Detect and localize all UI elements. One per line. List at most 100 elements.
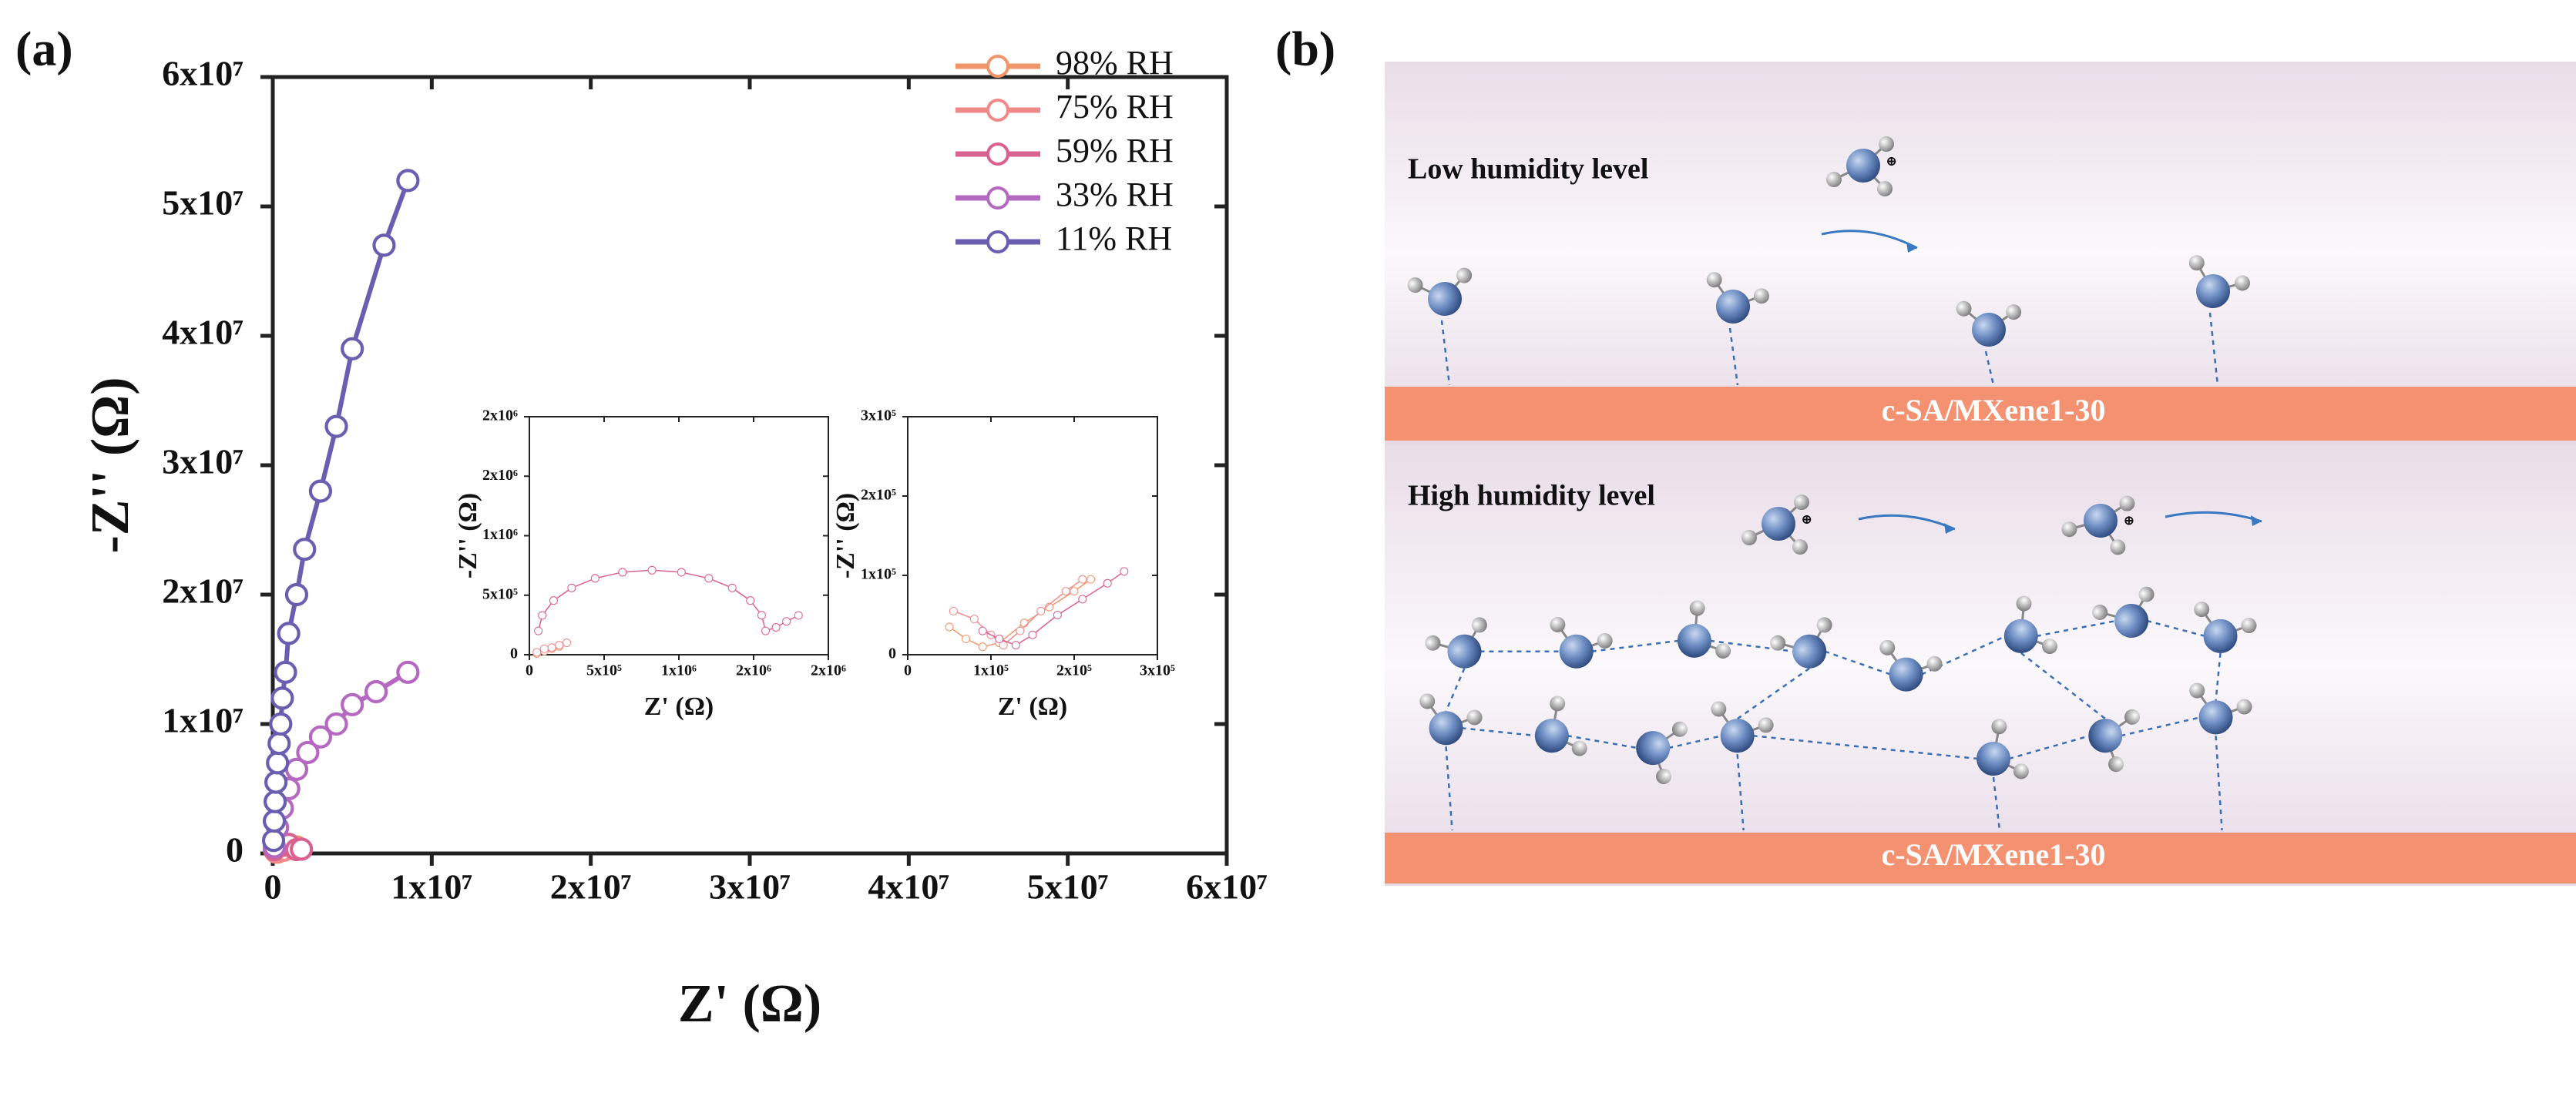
arrow-head	[1944, 523, 1955, 534]
data-point	[1070, 587, 1079, 596]
water	[1711, 701, 1774, 753]
hydrogen	[2006, 304, 2022, 320]
oxygen	[1889, 657, 1923, 692]
data-point	[969, 615, 979, 624]
legend-marker	[986, 99, 1009, 122]
hydrogen-bond	[1445, 668, 1466, 712]
water	[2189, 682, 2252, 735]
substrate	[1385, 387, 2576, 441]
water	[1956, 300, 2022, 347]
x-tick-label: 5x10⁵	[586, 662, 622, 679]
hydrogen	[1816, 617, 1832, 633]
data-point	[534, 626, 543, 635]
oxygen	[1636, 731, 1671, 766]
hydronium: ⊕	[1826, 136, 1896, 196]
ion-charge: ⊕	[1802, 514, 1812, 527]
hydrogen	[1419, 693, 1436, 709]
oxygen	[1762, 507, 1795, 541]
hydrogen-bond	[1440, 320, 1451, 386]
plot: 0 5x10⁵ 1x10⁶ 2x10⁶ 2x10⁶ 0 5x10⁵ 1x10⁶ 2x10⁶ 2x1…	[454, 407, 846, 721]
data-point	[1086, 575, 1096, 584]
hydrogen	[1425, 635, 1441, 651]
data-point	[284, 582, 309, 607]
oxygen	[2114, 603, 2149, 638]
ion-charge: ⊕	[1886, 156, 1896, 169]
data-point	[308, 479, 332, 503]
data-point	[978, 626, 987, 635]
hydrogen	[2013, 763, 2029, 779]
hydrogen	[2241, 618, 2257, 634]
oxygen	[1977, 742, 2010, 776]
data-point	[727, 583, 737, 592]
hydrogen	[2110, 539, 2126, 555]
hydrogen	[1550, 696, 1566, 712]
y-tick-label: 5x10⁷	[162, 183, 243, 223]
data-point	[1120, 567, 1129, 576]
x-tick-label: 1x10⁵	[973, 662, 1009, 679]
substrate-label: c-SA/MXene1-30	[1881, 837, 2105, 872]
data-point	[290, 837, 314, 861]
data-point	[962, 634, 971, 643]
water	[1419, 693, 1483, 746]
hydrogen-bond	[1921, 635, 2007, 676]
data-point	[746, 596, 755, 605]
oxygen	[1559, 634, 1594, 669]
arrow	[1858, 514, 1956, 531]
data-point	[945, 622, 954, 632]
data-point	[1028, 630, 1037, 639]
hydrogen	[1711, 701, 1727, 717]
hydrogen	[1656, 769, 1672, 785]
series-line	[982, 571, 1125, 646]
data-point	[1019, 619, 1029, 628]
hydrogen-bond	[2215, 736, 2223, 831]
x-tick-label: 2x10⁷	[550, 867, 632, 907]
data-point	[1078, 575, 1087, 584]
plot: 0 1x10⁵ 2x10⁵ 3x10⁵ 0 1x10⁵ 2x10⁵ 3x10⁵ Z' (Ω) -Z…	[831, 407, 1175, 721]
water	[1770, 617, 1832, 669]
y-tick-label: 2x10⁶	[482, 467, 518, 484]
hydrogen	[2016, 595, 2032, 612]
y-tick-label: 2x10⁵	[861, 487, 896, 504]
oxygen	[1846, 149, 1880, 183]
hydrogen-bond	[1984, 350, 1995, 386]
oxygen	[2003, 619, 2038, 653]
data-point	[555, 641, 564, 650]
data-point	[341, 692, 364, 716]
water	[1550, 616, 1613, 669]
arrow-head	[1906, 242, 1917, 253]
x-tick-label: 1x10⁷	[391, 867, 472, 907]
x-tick-label: 0	[526, 662, 533, 679]
x-tick-label: 2x10⁶	[736, 662, 771, 679]
water	[1407, 267, 1473, 316]
oxygen	[1972, 313, 2006, 347]
substrate	[1385, 833, 2576, 883]
y-axis-title: -Z'' (Ω)	[831, 493, 860, 578]
x-axis-title: Z' (Ω)	[998, 692, 1068, 721]
hydrogen	[1689, 600, 1705, 616]
data-point	[293, 538, 317, 562]
data-point	[757, 611, 767, 620]
y-tick-label: 4x10⁷	[162, 313, 243, 352]
data-point	[1061, 587, 1070, 596]
data-point	[267, 732, 291, 756]
water	[1879, 639, 1943, 692]
data-point	[324, 712, 348, 736]
data-point	[794, 611, 803, 620]
water	[1677, 600, 1731, 659]
data-point	[1016, 626, 1025, 635]
oxygen	[2203, 619, 2238, 653]
data-point	[324, 414, 348, 438]
hydrogen	[2119, 495, 2135, 511]
hydrogen	[1956, 300, 1972, 317]
data-point	[949, 606, 958, 615]
data-point	[547, 643, 556, 652]
data-point	[266, 751, 290, 775]
data-point	[995, 634, 1004, 643]
hydrogen	[1466, 709, 1483, 726]
data-point	[274, 660, 297, 684]
hydrogen	[1471, 617, 1487, 633]
oxygen	[2198, 700, 2233, 735]
water	[2194, 602, 2257, 653]
hydrogen	[1597, 632, 1613, 649]
